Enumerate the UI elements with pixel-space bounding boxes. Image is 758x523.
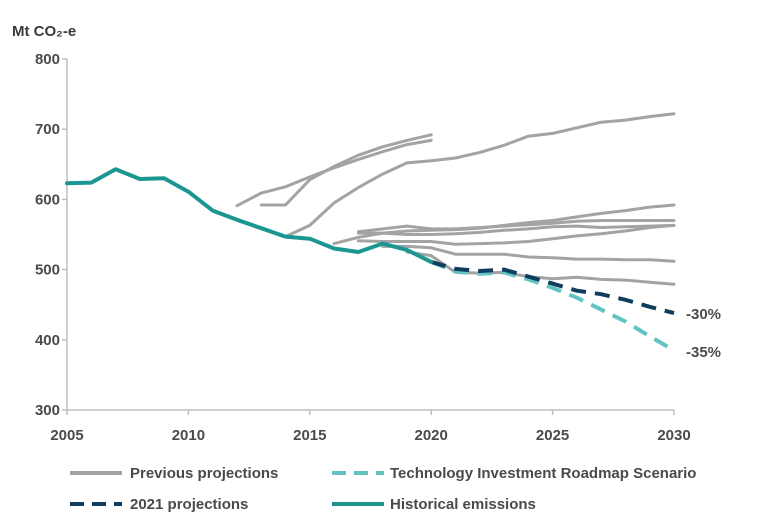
legend-label-previous: Previous projections xyxy=(130,465,278,482)
y-tick-label: 500 xyxy=(35,262,60,279)
legend-label-tir: Technology Investment Roadmap Scenario xyxy=(390,465,696,482)
end-label-2021-projections: -30% xyxy=(686,306,721,323)
x-tick-label: 2015 xyxy=(293,427,326,444)
previous-projection-line-5 xyxy=(356,219,676,234)
legend: Previous projections Technology Investme… xyxy=(70,465,696,513)
x-tick-label: 2010 xyxy=(172,427,205,444)
y-tick-label: 300 xyxy=(35,402,60,419)
axes xyxy=(62,58,675,415)
x-tick-labels: 2005 2010 2015 2020 2025 2030 xyxy=(50,427,690,444)
y-axis-label: Mt CO₂-e xyxy=(12,23,76,40)
legend-label-2021: 2021 projections xyxy=(130,496,248,513)
previous-projection-line-1 xyxy=(235,138,433,208)
historical-emissions-line-group xyxy=(65,167,434,264)
x-tick-label: 2005 xyxy=(50,427,83,444)
previous-projection-line-7 xyxy=(356,223,676,246)
legend-label-historical: Historical emissions xyxy=(390,496,536,513)
y-tick-label: 700 xyxy=(35,121,60,138)
historical-emissions-line xyxy=(65,167,434,264)
y-tick-labels: 300 400 500 600 700 800 xyxy=(35,51,60,419)
x-tick-label: 2030 xyxy=(657,427,690,444)
y-tick-label: 400 xyxy=(35,332,60,349)
previous-projection-line-6 xyxy=(356,223,676,236)
x-tick-label: 2020 xyxy=(415,427,448,444)
projections-2021-line-group xyxy=(430,259,675,316)
y-tick-label: 600 xyxy=(35,191,60,208)
previous-projection-line-4 xyxy=(332,203,676,246)
x-tick-label: 2025 xyxy=(536,427,569,444)
end-label-tir-scenario: -35% xyxy=(686,344,721,361)
previous-projection-line-2 xyxy=(259,133,433,207)
tir-scenario-line xyxy=(430,260,675,353)
previous-projection-line-9 xyxy=(405,250,676,286)
previous-projections-lines xyxy=(235,112,676,286)
tir-scenario-line-group xyxy=(430,260,675,353)
y-tick-label: 800 xyxy=(35,51,60,68)
previous-projection-line-3 xyxy=(284,112,676,239)
